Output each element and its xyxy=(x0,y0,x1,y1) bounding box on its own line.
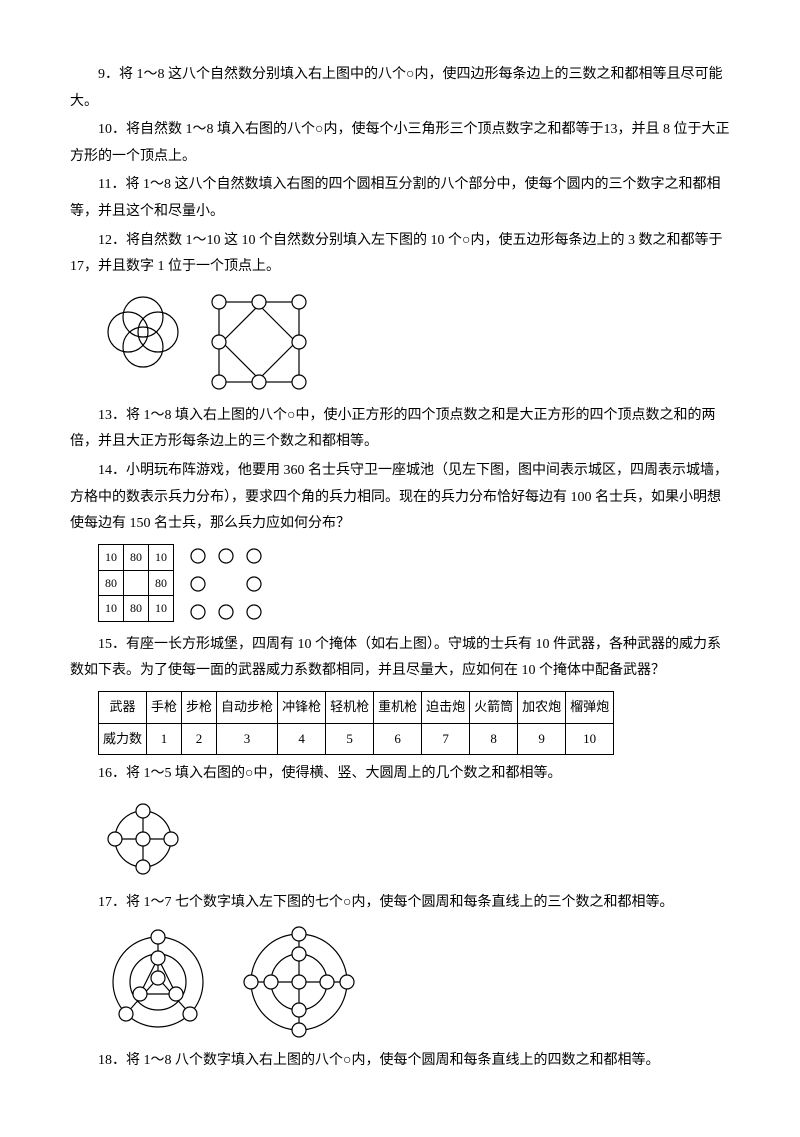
weapons-header-cell: 火箭筒 xyxy=(470,691,518,723)
problem-10: 10．将自然数 1～8 填入右图的八个○内，使每个小三角形三个顶点数字之和都等于… xyxy=(70,117,730,170)
grid-cell: 80 xyxy=(124,544,149,570)
weapons-value-cell: 2 xyxy=(182,723,217,755)
weapons-value-cell: 10 xyxy=(566,723,614,755)
weapons-header-cell: 加农炮 xyxy=(518,691,566,723)
weapons-value-cell: 4 xyxy=(278,723,326,755)
weapons-value-cell: 7 xyxy=(422,723,470,755)
weapons-header-cell: 自动步枪 xyxy=(217,691,278,723)
concentric-cross-diagram xyxy=(234,922,364,1042)
four-circles-diagram xyxy=(98,287,188,377)
grid-cell xyxy=(124,570,149,596)
weapons-header-cell: 冲锋枪 xyxy=(278,691,326,723)
weapons-header-cell: 轻机枪 xyxy=(326,691,374,723)
concentric-triangle-diagram xyxy=(98,922,218,1042)
cross-circle-diagram xyxy=(98,794,188,884)
grid-cell: 10 xyxy=(149,596,174,622)
weapons-value-cell: 1 xyxy=(147,723,182,755)
weapons-value-cell: 9 xyxy=(518,723,566,755)
castle-circles-diagram xyxy=(186,544,276,626)
weapons-header-cell: 迫击炮 xyxy=(422,691,470,723)
problem-9: 9．将 1～8 这八个自然数分别填入右上图中的八个○内，使四边形每条边上的三数之… xyxy=(70,62,730,115)
weapons-header-cell: 武器 xyxy=(99,691,147,723)
troop-grid: 1080108080108010 xyxy=(98,544,174,622)
grid-cell: 10 xyxy=(99,596,124,622)
weapons-header-cell: 步枪 xyxy=(182,691,217,723)
weapons-table: 武器手枪步枪自动步枪冲锋枪轻机枪重机枪迫击炮火箭筒加农炮榴弹炮威力数123456… xyxy=(98,691,614,755)
problem-14: 14．小明玩布阵游戏，他要用 360 名士兵守卫一座城池（见左下图，图中间表示城… xyxy=(70,458,730,538)
weapons-row-label: 威力数 xyxy=(99,723,147,755)
grid-cell: 10 xyxy=(149,544,174,570)
figure-row-12 xyxy=(98,287,730,397)
problem-15: 15．有座一长方形城堡，四周有 10 个掩体（如右上图）。守城的士兵有 10 件… xyxy=(70,632,730,685)
grid-cell: 80 xyxy=(149,570,174,596)
problem-13: 13．将 1～8 填入右上图的八个○中，使小正方形的四个顶点数之和是大正方形的四… xyxy=(70,403,730,456)
problem-18: 18．将 1～8 八个数字填入右上图的八个○内，使每个圆周和每条直线上的四数之和… xyxy=(70,1048,730,1075)
problem-11: 11．将 1～8 这八个自然数填入右图的四个圆相互分割的八个部分中，使每个圆内的… xyxy=(70,172,730,225)
weapons-value-cell: 8 xyxy=(470,723,518,755)
weapons-header-cell: 重机枪 xyxy=(374,691,422,723)
grid-cell: 80 xyxy=(124,596,149,622)
problem-16: 16．将 1～5 填入右图的○中，使得横、竖、大圆周上的几个数之和都相等。 xyxy=(70,761,730,788)
figure-row-14: 1080108080108010 xyxy=(98,544,730,626)
figure-row-17 xyxy=(98,922,730,1042)
problem-17: 17．将 1～7 七个数字填入左下图的七个○内，使每个圆周和每条直线上的三个数之… xyxy=(70,890,730,917)
weapons-value-cell: 3 xyxy=(217,723,278,755)
figure-row-16 xyxy=(98,794,730,884)
weapons-header-cell: 手枪 xyxy=(147,691,182,723)
weapons-value-cell: 5 xyxy=(326,723,374,755)
grid-cell: 10 xyxy=(99,544,124,570)
weapons-header-cell: 榴弹炮 xyxy=(566,691,614,723)
square-circles-diagram xyxy=(204,287,314,397)
problem-12: 12．将自然数 1～10 这 10 个自然数分别填入左下图的 10 个○内，使五… xyxy=(70,228,730,281)
weapons-value-cell: 6 xyxy=(374,723,422,755)
grid-cell: 80 xyxy=(99,570,124,596)
